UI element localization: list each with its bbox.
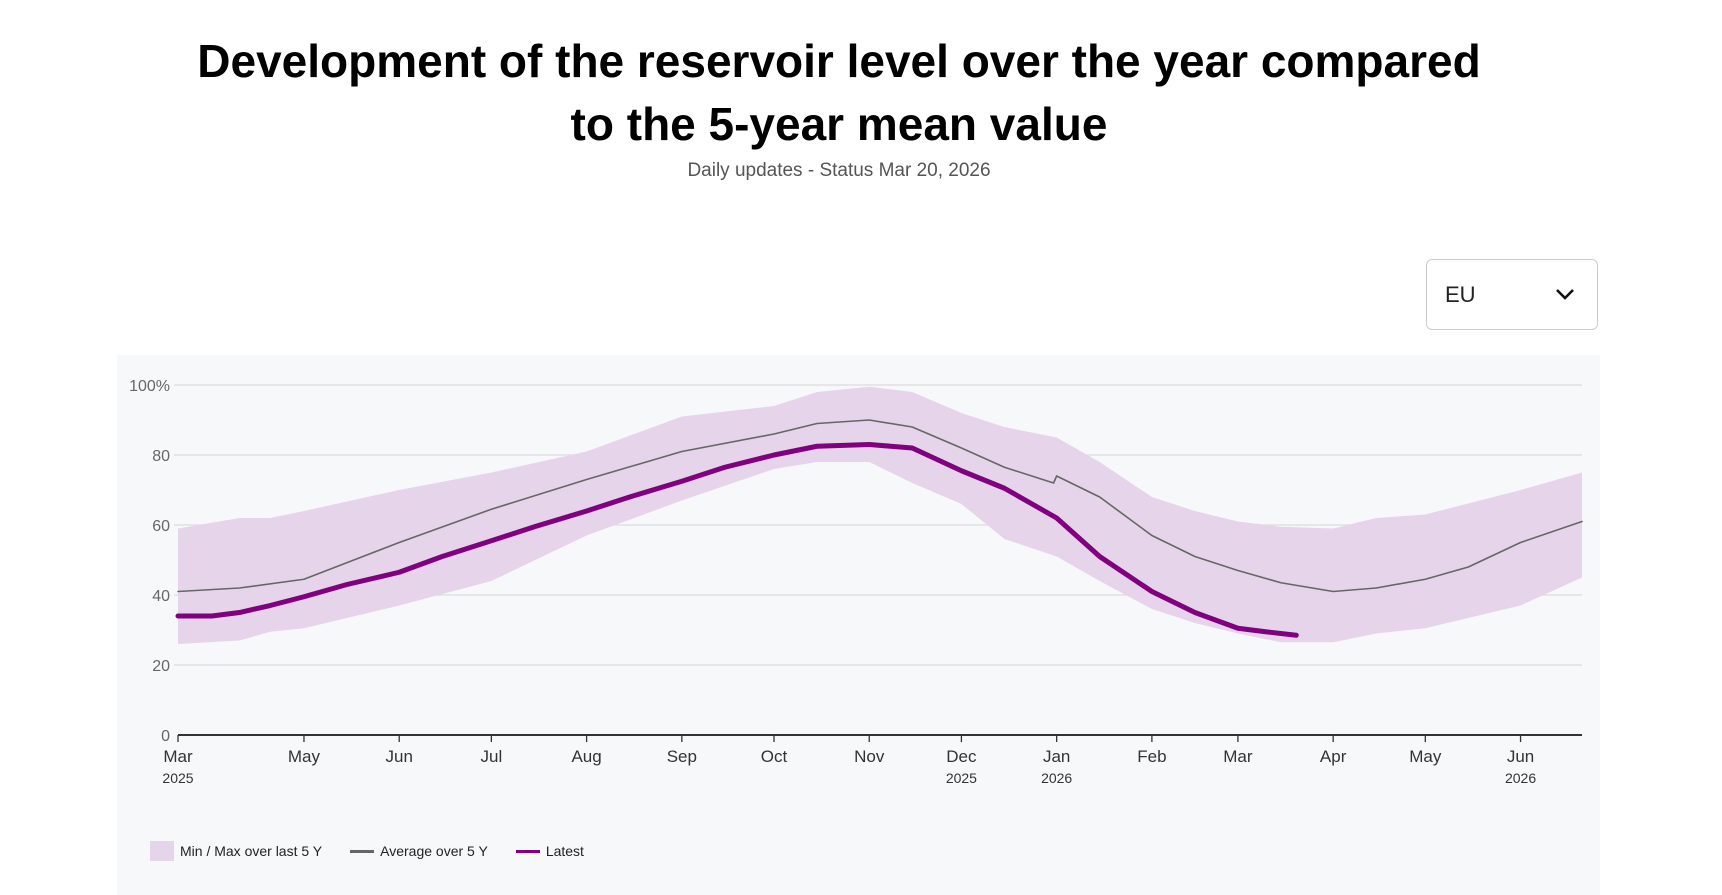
status-subtitle: Daily updates - Status Mar 20, 2026: [687, 160, 991, 181]
y-tick-label: 20: [152, 658, 170, 675]
legend-label: Min / Max over last 5 Y: [180, 843, 323, 859]
x-tick-label: May: [288, 747, 321, 766]
x-tick-label: Aug: [571, 747, 601, 766]
average-swatch: [350, 849, 375, 853]
x-tick-label: Mar: [1223, 747, 1253, 766]
y-tick-label: 60: [152, 518, 170, 535]
x-tick-label: Jun: [1507, 747, 1534, 766]
legend-label: Average over 5 Y: [380, 843, 488, 859]
x-tick-label: May: [1409, 747, 1442, 766]
latest-swatch: [515, 849, 540, 853]
page-title: Development of the reservoir level over …: [0, 30, 1678, 156]
latest-line: [175, 442, 1299, 638]
x-tick-year: 2026: [1041, 770, 1072, 786]
legend-label: Latest: [545, 843, 584, 859]
x-tick-label: Jun: [385, 747, 412, 766]
x-tick-year: 2026: [1505, 770, 1536, 786]
x-tick-label: Apr: [1320, 747, 1347, 766]
region-select[interactable]: EU: [1426, 259, 1598, 330]
y-tick-label: 0: [161, 728, 170, 745]
chart-legend: Min / Max over last 5 Y Average over 5 Y…: [150, 841, 612, 861]
x-tick-label: Mar: [163, 747, 193, 766]
x-tick-label: Sep: [667, 747, 697, 766]
x-tick-label: Nov: [854, 747, 885, 766]
x-tick-label: Oct: [761, 747, 788, 766]
x-tick-year: 2025: [162, 770, 193, 786]
x-tick-label: Jul: [480, 747, 502, 766]
band-swatch: [150, 841, 174, 861]
title-line-1: Development of the reservoir level over …: [197, 35, 1481, 87]
region-select-value: EU: [1445, 282, 1476, 307]
legend-item-average[interactable]: Average over 5 Y: [350, 843, 488, 859]
x-tick-label: Dec: [946, 747, 977, 766]
title-line-2: to the 5-year mean value: [570, 98, 1108, 150]
y-tick-label: 80: [152, 448, 170, 465]
x-tick-label: Feb: [1137, 747, 1166, 766]
min-max-band: [178, 386, 1582, 644]
legend-item-band[interactable]: Min / Max over last 5 Y: [150, 841, 322, 861]
x-tick-label: Jan: [1043, 747, 1070, 766]
y-tick-label: 100%: [129, 378, 170, 395]
x-tick-year: 2025: [946, 770, 977, 786]
chevron-down-icon: [1556, 289, 1574, 300]
legend-item-latest[interactable]: Latest: [515, 843, 584, 859]
y-tick-label: 40: [152, 588, 170, 605]
average-line: [177, 419, 1583, 593]
